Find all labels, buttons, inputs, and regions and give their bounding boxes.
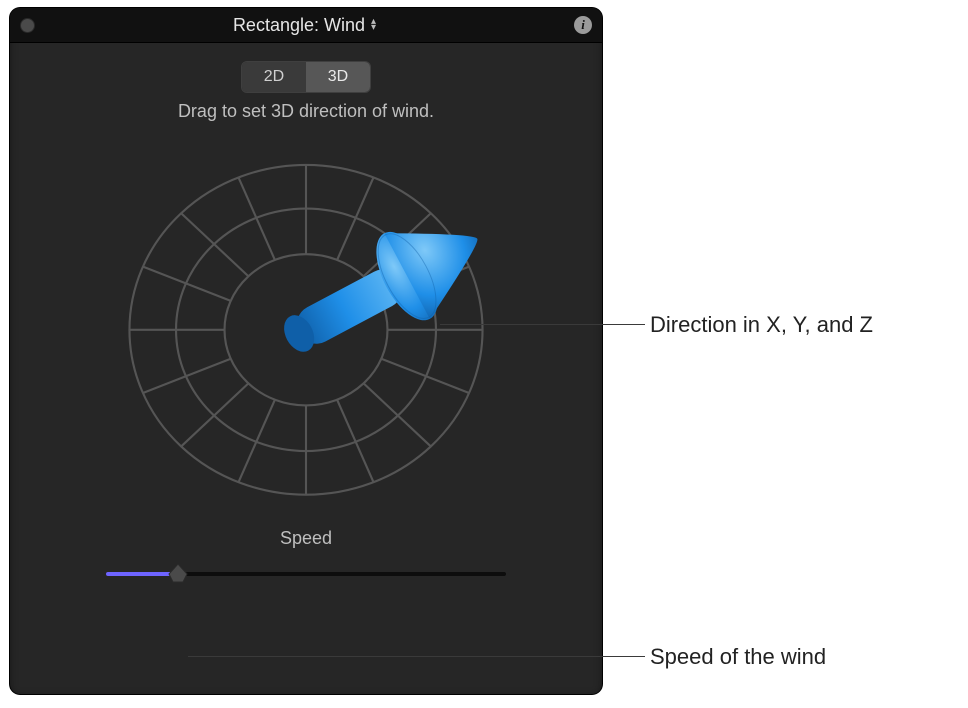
title-popup[interactable]: Rectangle: Wind ▴▾ bbox=[35, 15, 574, 36]
close-dot[interactable] bbox=[20, 18, 35, 33]
callout-speed: Speed of the wind bbox=[650, 644, 826, 670]
info-icon[interactable]: i bbox=[574, 16, 592, 34]
title-stepper-icon: ▴▾ bbox=[371, 19, 376, 31]
mode-3d-button[interactable]: 3D bbox=[306, 62, 370, 92]
instruction-text: Drag to set 3D direction of wind. bbox=[10, 101, 602, 122]
speed-label: Speed bbox=[10, 528, 602, 549]
speed-slider[interactable] bbox=[106, 559, 506, 589]
titlebar: Rectangle: Wind ▴▾ i bbox=[10, 8, 602, 43]
panel-title: Rectangle: Wind bbox=[233, 15, 365, 36]
mode-segmented-control[interactable]: 2D 3D bbox=[241, 61, 371, 93]
callout-direction: Direction in X, Y, and Z bbox=[650, 312, 873, 338]
hud-panel: Rectangle: Wind ▴▾ i 2D 3D Drag to set 3… bbox=[10, 8, 602, 694]
slider-thumb[interactable] bbox=[167, 562, 189, 584]
mode-2d-button[interactable]: 2D bbox=[242, 62, 306, 92]
